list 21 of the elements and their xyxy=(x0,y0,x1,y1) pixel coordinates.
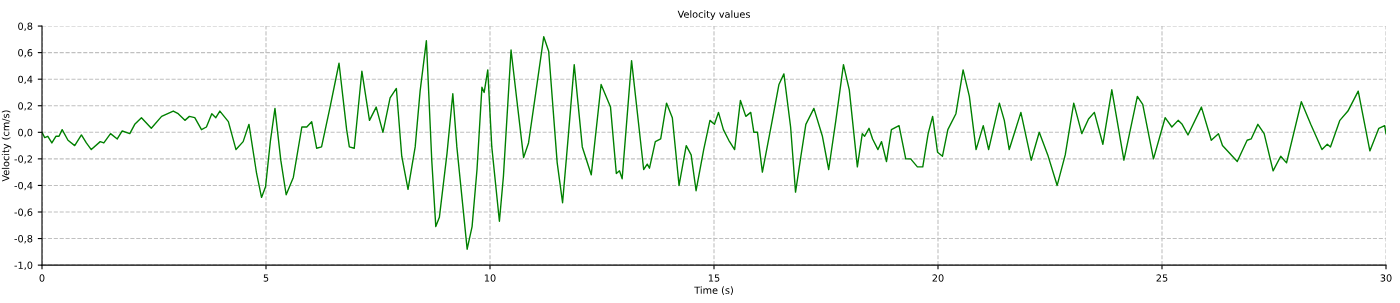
x-tick-label: 25 xyxy=(1156,274,1168,282)
y-tick-label: 0,6 xyxy=(18,49,33,58)
y-tick-label: -1,0 xyxy=(14,261,33,270)
x-tick-label: 20 xyxy=(932,274,944,282)
x-tick-label: 5 xyxy=(263,274,269,282)
y-tick-label: -0,2 xyxy=(14,155,32,164)
y-tick-label: -0,6 xyxy=(14,208,33,217)
x-axis-title: Time (s) xyxy=(694,286,733,296)
y-axis-title: Velocity (cm/s) xyxy=(1,110,12,182)
y-tick-label: -0,8 xyxy=(14,235,33,244)
y-tick-label: 0,0 xyxy=(18,128,33,138)
x-tick-label: 30 xyxy=(1380,274,1392,282)
y-tick-label: 0,8 xyxy=(18,22,33,31)
x-tick-label: 0 xyxy=(39,274,45,282)
x-tick-label: 15 xyxy=(708,274,720,282)
line-series xyxy=(42,35,1386,250)
y-tick-label: 0,2 xyxy=(18,102,32,111)
x-tick-label: 10 xyxy=(484,274,496,282)
y-tick-label: -0,4 xyxy=(14,181,33,191)
chart-title: Velocity values xyxy=(677,10,750,20)
y-tick-label: 0,4 xyxy=(18,75,33,85)
